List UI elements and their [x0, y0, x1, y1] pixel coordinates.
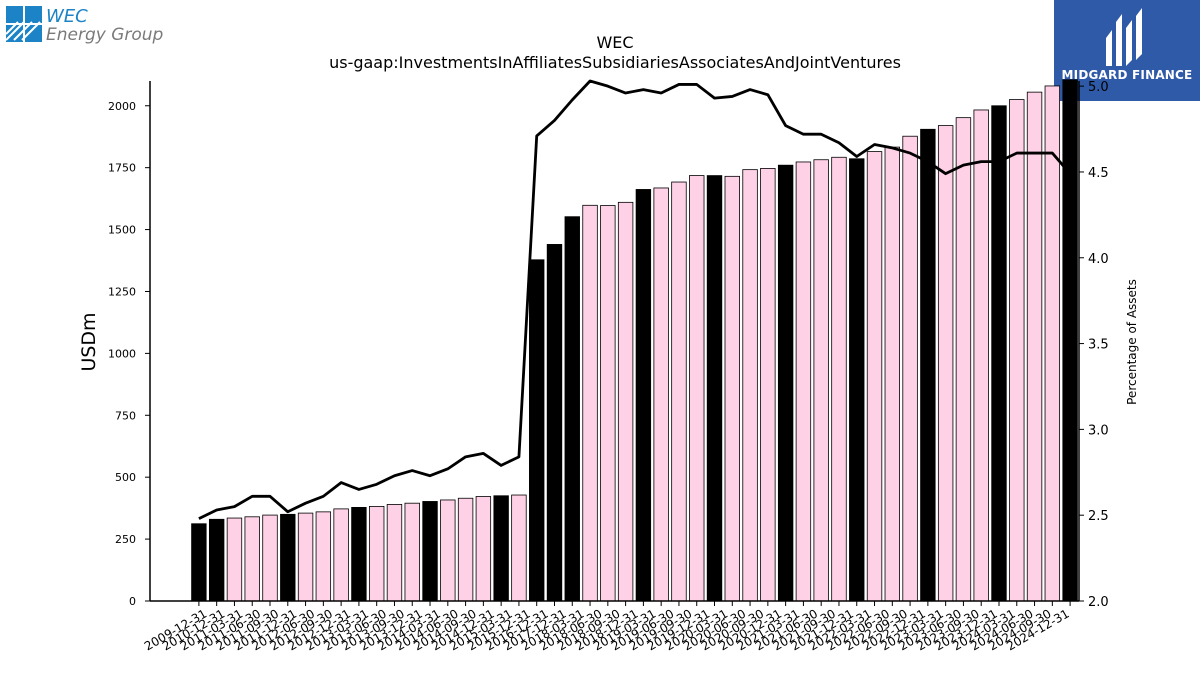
- bar-2021-03-31: [795, 161, 812, 602]
- y-tick-label: 250: [115, 533, 136, 546]
- bar-2024-06-30: [1026, 91, 1043, 602]
- percentage-line-series: [198, 79, 1072, 520]
- bar-2018-12-31: [635, 189, 652, 602]
- bar-2015-03-31: [511, 494, 527, 602]
- right-axis-ticks: 2.0 2.5 3.0 3.5 4.0 4.5 5.0: [1079, 80, 1109, 610]
- bar-2012-03-31: [297, 512, 314, 602]
- bar-2011-09-30: [262, 514, 278, 602]
- y-tick-label: 1250: [108, 285, 136, 298]
- y2-tick-label: 2.5: [1088, 509, 1109, 524]
- bar-2014-06-30: [457, 497, 474, 602]
- bar-2019-06-30: [671, 181, 687, 602]
- bar-2014-12-31: [493, 495, 509, 602]
- bar-2023-12-31: [991, 105, 1007, 602]
- bar-2020-06-30: [742, 169, 758, 602]
- bar-2018-03-31: [582, 204, 598, 602]
- y-tick-label: 500: [115, 471, 136, 484]
- y2-tick-label: 4.0: [1088, 252, 1109, 267]
- bar-2023-09-30: [973, 109, 989, 602]
- bar-2011-12-31: [280, 513, 296, 602]
- bar-2013-09-30: [404, 502, 420, 602]
- bar-2023-03-31: [937, 125, 954, 602]
- bar-2013-03-31: [368, 506, 385, 602]
- y-tick-label: 2000: [108, 100, 136, 113]
- bar-2020-12-31: [777, 164, 794, 602]
- chart-title: WEC: [596, 33, 633, 52]
- bar-2018-09-30: [617, 201, 634, 602]
- y2-tick-label: 2.0: [1088, 595, 1109, 610]
- bar-2022-03-31: [866, 151, 883, 602]
- bar-2022-12-31: [920, 128, 936, 602]
- bar-2024-09-30: [1044, 85, 1061, 602]
- bar-2021-12-31: [849, 158, 865, 602]
- wec-energy-group-logo: WEC Energy Group: [6, 6, 166, 46]
- bar-2020-03-31: [724, 175, 740, 602]
- percentage-of-assets-line: [198, 79, 1072, 520]
- y-tick-label: 1750: [108, 162, 136, 175]
- y-tick-label: 1000: [108, 347, 136, 360]
- bar-2024-12-31: [1062, 79, 1078, 602]
- x-axis-ticks: 2009-12-312010-12-312011-03-312011-06-30…: [142, 601, 1072, 653]
- y-tick-label: 750: [115, 409, 136, 422]
- wec-logo-icon: [6, 6, 42, 42]
- bar-series: [191, 79, 1078, 602]
- bar-2022-06-30: [884, 146, 901, 602]
- bar-2013-12-31: [422, 501, 438, 602]
- wec-logo-wordmark: WEC: [46, 6, 88, 27]
- bar-2019-09-30: [689, 175, 705, 602]
- y2-axis-label: Percentage of Assets: [1125, 279, 1139, 405]
- bar-2021-06-30: [813, 159, 829, 602]
- left-axis-ticks: 0 250 500 750 1000 1250 1500 1750 2000: [108, 100, 150, 608]
- bar-2019-03-31: [653, 187, 669, 602]
- bar-2022-09-30: [902, 135, 918, 602]
- y2-tick-label: 3.0: [1088, 423, 1109, 438]
- bar-2011-03-31: [226, 517, 243, 602]
- bar-2023-06-30: [955, 117, 972, 602]
- bar-2019-12-31: [706, 175, 723, 602]
- bar-2014-09-30: [475, 496, 492, 602]
- y2-tick-label: 5.0: [1088, 80, 1109, 95]
- bar-2011-06-30: [244, 516, 260, 602]
- bar-2020-09-30: [760, 168, 776, 602]
- midgard-emblem-icon: [1106, 8, 1142, 66]
- bar-2010-12-31: [208, 518, 225, 602]
- bar-2015-12-31: [529, 259, 545, 602]
- y2-tick-label: 4.5: [1088, 166, 1109, 181]
- wec-logo-subtitle: Energy Group: [46, 25, 164, 45]
- bar-2014-03-31: [440, 499, 456, 602]
- y2-tick-label: 3.5: [1088, 338, 1109, 353]
- bar-2018-06-30: [600, 205, 616, 602]
- chart-subtitle: us-gaap:InvestmentsInAffiliatesSubsidiar…: [329, 53, 901, 72]
- y-axis-label: USDm: [78, 312, 100, 371]
- bar-2021-09-30: [831, 156, 847, 602]
- bar-2013-06-30: [386, 504, 403, 602]
- bar-2024-03-31: [1009, 99, 1025, 602]
- bar-2017-12-31: [564, 216, 580, 602]
- y-tick-label: 1500: [108, 224, 136, 237]
- y-tick-label: 0: [129, 595, 136, 608]
- bar-2009-12-31: [191, 523, 207, 602]
- midgard-finance-label: MIDGARD FINANCE: [1061, 68, 1193, 82]
- bar-2012-09-30: [333, 508, 349, 602]
- bar-2012-06-30: [315, 511, 332, 602]
- bar-2016-12-31: [546, 244, 563, 602]
- bar-2012-12-31: [351, 506, 367, 602]
